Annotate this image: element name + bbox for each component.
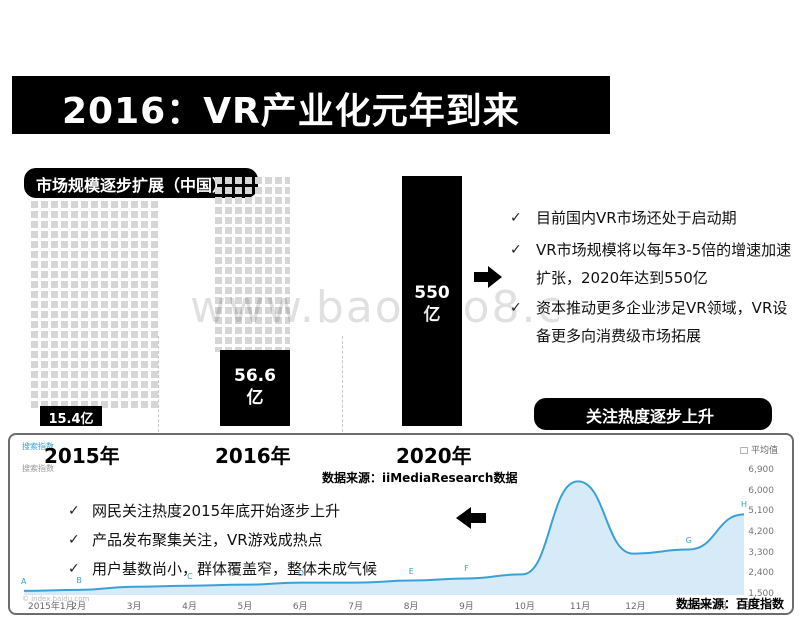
bar-2016: 56.6 亿 xyxy=(220,350,290,426)
x-tick-label: 10月 xyxy=(514,602,535,612)
x-tick-label: 2016年1月 xyxy=(680,602,728,612)
y-tick-label: 6,900 xyxy=(748,465,774,475)
x-tick-label: 11月 xyxy=(569,602,591,612)
check-icon: ✓ xyxy=(68,503,80,519)
bar-2015: 15.4亿 xyxy=(40,406,102,427)
x-tick-label: 2015年1月 xyxy=(28,602,75,612)
list-item: ✓ 产品发布聚集关注，VR游戏成热点 xyxy=(62,528,377,553)
event-marker[interactable]: E xyxy=(408,566,414,576)
list-item-text: 资本推动更多企业涉足VR领域，VR设备更多向消费级市场拓展 xyxy=(536,299,788,345)
list-item-text: 用户基数尚小，群体覆盖窄，整体未成气候 xyxy=(92,560,378,578)
x-tick-label: 5月 xyxy=(237,602,253,612)
y-tick-label: 4,200 xyxy=(748,527,774,537)
trend-area xyxy=(24,481,744,595)
year-label-2016: 2016年 xyxy=(215,444,291,468)
market-points-list: ✓ 目前国内VR市场还处于启动期 ✓ VR市场规模将以每年3-5倍的增速加速扩张… xyxy=(506,204,796,350)
x-tick-label: 7月 xyxy=(348,602,364,612)
x-tick-label: 9月 xyxy=(459,602,474,612)
check-icon: ✓ xyxy=(510,300,522,316)
y-tick-label: 5,100 xyxy=(748,506,774,517)
list-item-text: 目前国内VR市场还处于启动期 xyxy=(536,209,737,227)
event-marker[interactable]: G xyxy=(685,535,692,545)
check-icon: ✓ xyxy=(68,532,80,548)
separator xyxy=(158,336,159,432)
attention-points-list: ✓ 网民关注热度2015年底开始逐步上升 ✓ 产品发布聚集关注，VR游戏成热点 … xyxy=(62,499,377,582)
list-item-text: VR市场规模将以每年3-5倍的增速加速扩张，2020年达到550亿 xyxy=(536,241,792,287)
x-tick-label: 3月 xyxy=(126,602,142,612)
x-tick-label: 4月 xyxy=(182,602,197,612)
list-item-text: 产品发布聚集关注，VR游戏成热点 xyxy=(92,531,323,549)
list-item: ✓ 用户基数尚小，群体覆盖窄，整体未成气候 xyxy=(62,557,377,582)
year-label-2015: 2015年 xyxy=(44,444,120,468)
check-icon: ✓ xyxy=(68,561,80,577)
y-tick-label: 3,300 xyxy=(748,547,774,558)
list-item: ✓ 资本推动更多企业涉足VR领域，VR设备更多向消费级市场拓展 xyxy=(506,294,796,350)
source-market: 数据来源：iiMediaResearch数据 xyxy=(322,471,518,485)
event-marker[interactable]: C xyxy=(187,571,193,581)
bar-value-2016: 56.6 亿 xyxy=(234,366,276,408)
source-index: 数据来源：百度指数 xyxy=(675,597,784,611)
bar-value-2020: 550 亿 xyxy=(414,283,450,325)
event-marker[interactable]: D xyxy=(297,568,305,578)
list-item: ✓ 目前国内VR市场还处于启动期 xyxy=(506,204,796,232)
average-label: 平均值 xyxy=(750,446,778,456)
event-marker[interactable]: A xyxy=(21,576,27,586)
dot-column-2015 xyxy=(30,200,158,408)
title-bar: 2016：VR产业化元年到来 xyxy=(12,76,610,134)
watermark: www.baogao8.c xyxy=(190,282,564,333)
page-title: 2016：VR产业化元年到来 xyxy=(62,91,520,132)
check-icon: ✓ xyxy=(510,210,522,226)
list-item: ✓ 网民关注热度2015年底开始逐步上升 xyxy=(62,499,377,524)
event-marker[interactable]: B xyxy=(76,575,82,585)
y-tick-label: 1,500 xyxy=(748,589,774,599)
x-tick-label: 2月 xyxy=(71,602,87,612)
x-tick-label: 8月 xyxy=(403,602,419,612)
list-item: ✓ VR市场规模将以每年3-5倍的增速加速扩张，2020年达到550亿 xyxy=(506,236,796,292)
x-tick-label: 2月 xyxy=(736,602,751,612)
arrow-left-icon xyxy=(456,507,486,529)
arrow-right-icon xyxy=(474,266,502,288)
legend-label: 搜索指数 xyxy=(22,442,54,451)
event-marker[interactable]: H xyxy=(741,500,748,510)
trend-chart xyxy=(23,480,745,595)
average-toggle[interactable]: □ 平均值 xyxy=(739,446,778,456)
chart-watermark: © index.baidu.com xyxy=(22,595,90,603)
check-icon: ✓ xyxy=(510,242,522,258)
x-tick-label: 6月 xyxy=(292,602,308,612)
trend-line xyxy=(23,480,745,592)
bar-value-2015: 15.4亿 xyxy=(48,412,94,427)
y-tick-label: 6,000 xyxy=(748,485,774,496)
separator xyxy=(342,336,343,432)
legend-label-secondary: 搜索指数 xyxy=(22,464,54,473)
attention-label: 关注热度逐步上升 xyxy=(534,398,772,430)
x-tick-label: 12月 xyxy=(625,602,646,612)
list-item-text: 网民关注热度2015年底开始逐步上升 xyxy=(92,502,341,520)
dot-column-2016 xyxy=(214,176,290,352)
event-marker[interactable]: F xyxy=(464,564,469,574)
year-label-2020: 2020年 xyxy=(396,444,472,468)
search-index-chart: 搜索指数 搜索指数 □ 平均值 6,900 6,000 5,100 4,200 3,30… xyxy=(8,433,794,615)
bar-2020: 550 亿 xyxy=(402,176,462,426)
y-tick-label: 2,400 xyxy=(748,568,774,579)
